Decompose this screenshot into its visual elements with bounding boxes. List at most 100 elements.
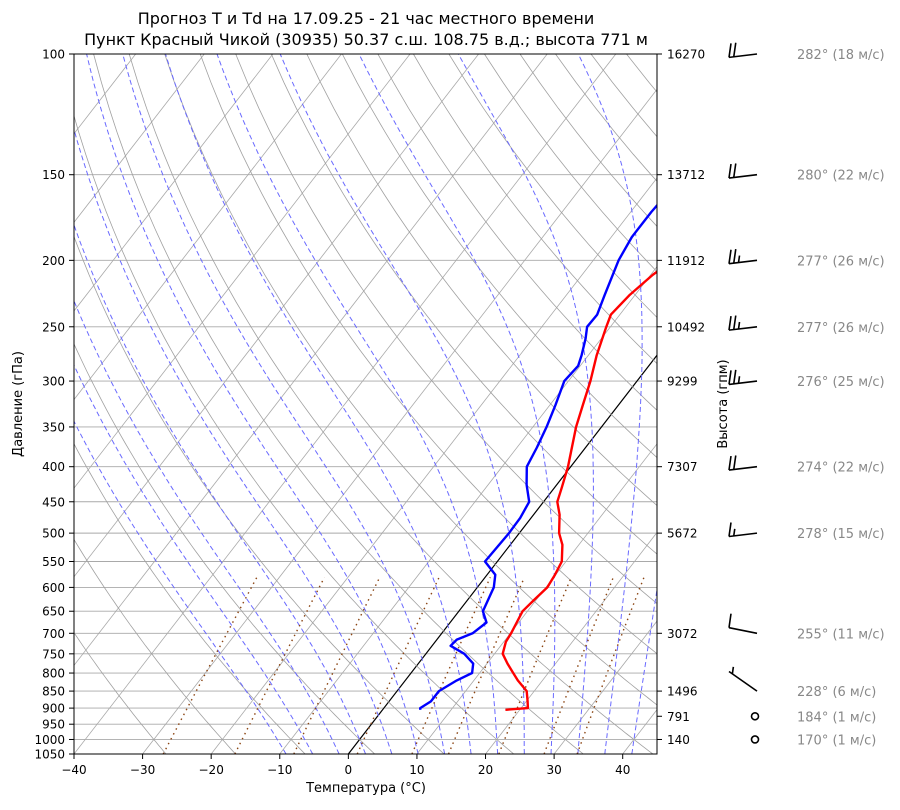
isotherm-line — [486, 54, 900, 754]
y-tick-label: 700 — [42, 627, 65, 641]
x-tick-label: 40 — [615, 763, 630, 777]
isotherm-line — [623, 54, 900, 754]
y-tick-label: 550 — [42, 555, 65, 569]
wind-barb-half-flag — [739, 376, 740, 383]
y-tick-label: 250 — [42, 320, 65, 334]
height-tick-label: 13712 — [667, 168, 705, 182]
y-tick-label: 450 — [42, 495, 65, 509]
wind-barb-flag — [729, 316, 731, 330]
x-tick-label: −10 — [267, 763, 292, 777]
x-tick-label: −40 — [61, 763, 86, 777]
height-tick-label: 5672 — [667, 527, 698, 541]
y-tick-label: 400 — [42, 460, 65, 474]
x-tick-label: 20 — [478, 763, 493, 777]
height-tick-label: 9299 — [667, 375, 698, 389]
y-tick-label: 900 — [42, 702, 65, 716]
isotherm-line — [0, 54, 479, 754]
mixing-ratio-line — [163, 577, 257, 754]
wind-panel: 282° (18 м/с)280° (22 м/с)277° (26 м/с)2… — [729, 43, 885, 749]
x-tick-label: 0 — [345, 763, 353, 777]
wind-label: 184° (1 м/с) — [797, 710, 876, 725]
mixing-ratio-line — [577, 577, 644, 754]
y-tick-label: 1050 — [34, 748, 65, 762]
height-tick-label: 16270 — [667, 48, 705, 62]
wind-barb-flag — [729, 522, 731, 536]
wind-barb-flag — [729, 614, 731, 628]
dry-adiabat — [342, 54, 900, 754]
mixing-ratio-line — [294, 577, 380, 754]
wind-barb-staff — [729, 628, 757, 634]
y-tick-label: 500 — [42, 527, 65, 541]
moist-adiabat — [29, 54, 366, 754]
y-axis-label: Давление (гПа) — [11, 351, 26, 457]
isotherm-line — [417, 54, 900, 754]
height-tick-label: 10492 — [667, 320, 705, 334]
y-axis-right-label: Высота (гпм) — [716, 359, 731, 448]
y-tick-label: 850 — [42, 685, 65, 699]
dry-adiabat — [271, 54, 900, 754]
wind-label: 277° (26 м/с) — [797, 321, 885, 336]
y-tick-label: 950 — [42, 718, 65, 732]
dry-adiabat — [662, 54, 900, 754]
y-tick-label: 750 — [42, 647, 65, 661]
dry-adiabat — [200, 54, 792, 754]
chart-title: Прогноз T и Td на 17.09.25 - 21 час мест… — [138, 9, 594, 28]
isotherm-line — [5, 54, 547, 754]
isotherm-line — [0, 54, 204, 754]
y-tick-label: 150 — [42, 168, 65, 182]
x-tick-label: −20 — [199, 763, 224, 777]
zero-isotherm-line — [348, 54, 890, 754]
wind-label: 278° (15 м/с) — [797, 527, 885, 542]
x-tick-label: −30 — [130, 763, 155, 777]
moist-adiabat — [632, 54, 705, 754]
plot-area — [0, 54, 900, 754]
wind-barb-flag — [734, 43, 736, 57]
y-tick-label: 100 — [42, 48, 65, 62]
wind-barb-flag — [734, 316, 736, 330]
isotherm-line — [0, 54, 273, 754]
wind-barb-staff — [729, 671, 757, 691]
wind-label: 282° (18 м/с) — [797, 48, 885, 63]
y-tick-label: 200 — [42, 254, 65, 268]
wind-barb-flag — [734, 455, 736, 469]
wind-label: 274° (22 м/с) — [797, 461, 885, 476]
wind-barb-flag — [734, 163, 736, 177]
height-tick-label: 1496 — [667, 685, 698, 699]
dry-adiabat — [236, 54, 862, 754]
dry-adiabat — [520, 54, 900, 754]
y-tick-label: 350 — [42, 420, 65, 434]
wind-barb-flag — [734, 370, 736, 384]
wind-label: 255° (11 м/с) — [797, 627, 885, 642]
y-tick-label: 600 — [42, 581, 65, 595]
x-tick-label: 10 — [409, 763, 424, 777]
wind-label: 170° (1 м/с) — [797, 733, 876, 748]
dry-adiabat — [627, 54, 900, 754]
wind-label: 276° (25 м/с) — [797, 375, 885, 390]
plot-frame — [74, 54, 657, 754]
y-tick-label: 300 — [42, 375, 65, 389]
wind-barb-flag — [729, 456, 731, 470]
dry-adiabat — [0, 54, 236, 754]
calm-wind-marker — [752, 713, 759, 720]
wind-barb-half-flag — [739, 256, 740, 263]
height-tick-label: 791 — [667, 710, 690, 724]
wind-barb-half-flag — [732, 667, 733, 674]
y-tick-label: 800 — [42, 667, 65, 681]
wind-label: 228° (6 м/с) — [797, 685, 876, 700]
isotherm-line — [211, 54, 753, 754]
height-tick-label: 7307 — [667, 460, 698, 474]
isotherm-line — [143, 54, 685, 754]
wind-barb-flag — [729, 250, 731, 264]
wind-barb-flag — [734, 249, 736, 263]
dry-adiabat — [484, 54, 900, 754]
y-tick-label: 650 — [42, 605, 65, 619]
height-tick-label: 140 — [667, 733, 690, 747]
wind-barb-half-flag — [739, 322, 740, 329]
dry-adiabat — [94, 54, 584, 754]
wind-barb-half-flag — [734, 529, 735, 536]
wind-barb-flag — [729, 43, 731, 57]
height-tick-label: 3072 — [667, 627, 698, 641]
chart-subtitle: Пункт Красный Чикой (30935) 50.37 с.ш. 1… — [84, 30, 648, 49]
